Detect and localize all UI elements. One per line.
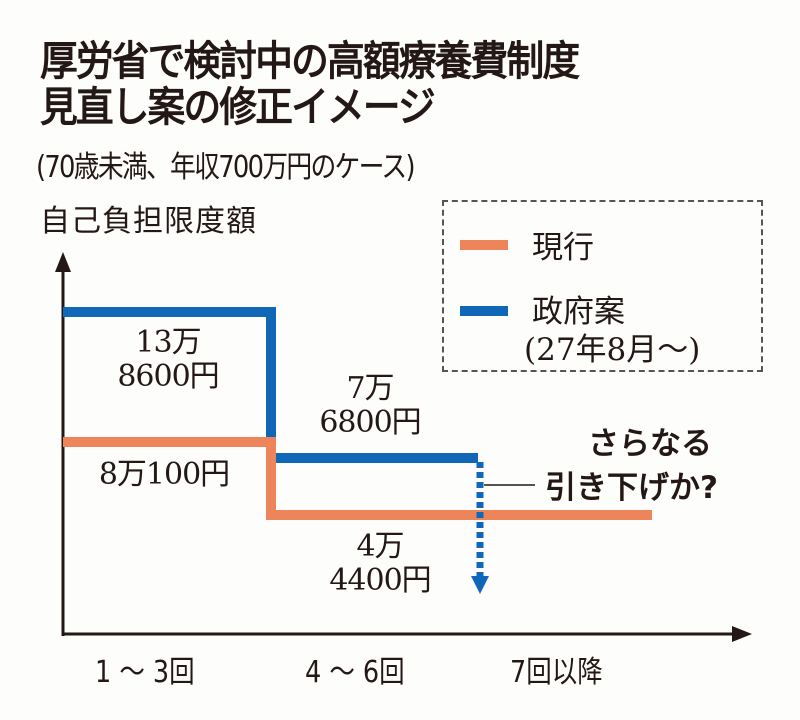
legend-sublabel-proposal: (27年8月〜) (524, 332, 701, 368)
label-proposal-1-3: 13万 8600円 (78, 326, 258, 394)
note-line2: 引き下げか? (545, 470, 718, 506)
legend-label-current: 現行 (532, 230, 594, 266)
legend-swatch-proposal (460, 306, 508, 316)
note-line1: さらなる (588, 426, 712, 462)
label-current-4-plus: 4万 4400円 (295, 530, 465, 598)
label-line: 4400円 (329, 563, 431, 598)
legend-label-proposal: 政府案 (532, 294, 625, 330)
label-line: 8600円 (117, 359, 219, 394)
x-tick-4-6: 4 〜 6回 (305, 655, 405, 690)
legend: 現行 政府案 (27年8月〜) (442, 200, 763, 372)
label-line: 4万 (356, 529, 404, 564)
down-arrow-icon (471, 576, 489, 594)
label-current-1-3: 8万100円 (98, 457, 230, 492)
y-axis-label: 自己負担限度額 (40, 204, 257, 239)
y-axis-arrow-icon (55, 252, 71, 272)
label-line: 6800円 (319, 405, 421, 440)
series-current-line (63, 437, 652, 520)
chart-title-line1: 厚労省で検討中の高額療養費制度 (40, 37, 580, 85)
label-line: 13万 (135, 325, 201, 360)
label-proposal-4-6: 7万 6800円 (280, 372, 460, 440)
series-proposal-line (63, 307, 478, 463)
chart-subtitle: (70歳未満、年収700万円のケース) (36, 150, 416, 185)
legend-swatch-current (460, 240, 508, 250)
x-axis-arrow-icon (732, 626, 752, 642)
x-tick-7-plus: 7回以降 (510, 655, 603, 690)
x-tick-1-3: 1 〜 3回 (95, 655, 195, 690)
label-line: 7万 (346, 371, 394, 406)
chart-title-line2: 見直し案の修正イメージ (40, 83, 436, 131)
